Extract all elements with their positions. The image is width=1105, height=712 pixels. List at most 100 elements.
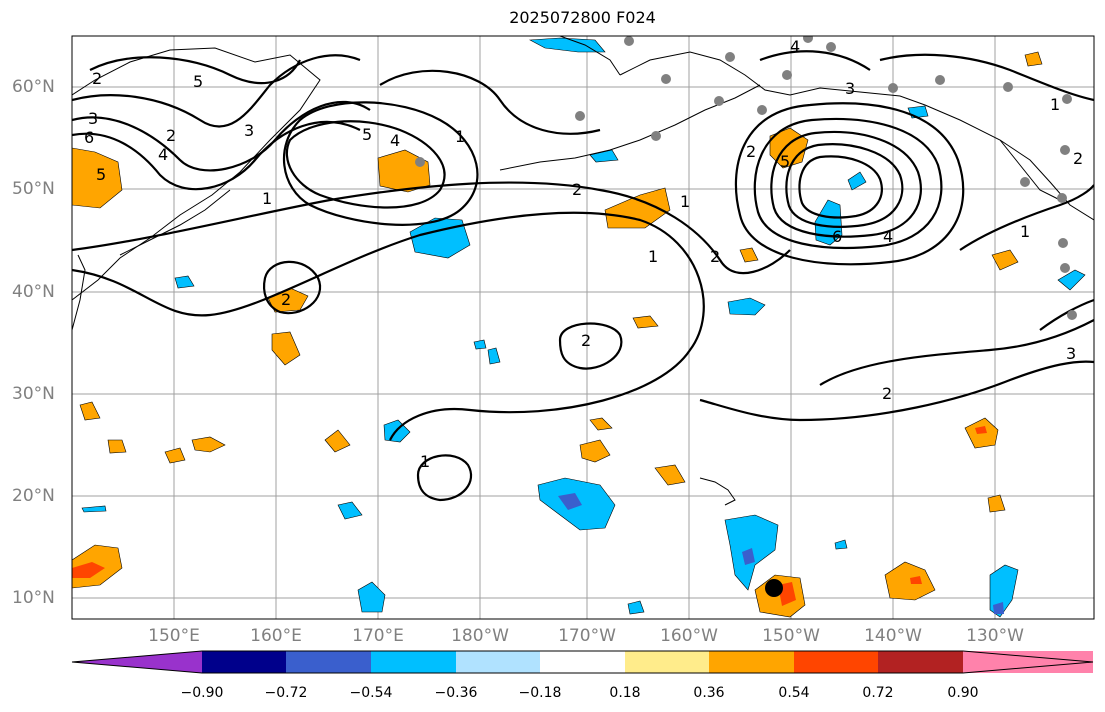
positive-anomaly-areas [72,51,1043,618]
shade-kamchatka [72,147,123,209]
negative-anomaly-areas [81,37,1086,618]
station-dot [803,36,813,43]
contour-1-low [416,454,473,502]
contour-gulf-1 [734,102,965,266]
contour-label-2-c: 2 [572,180,582,199]
lat-tick-60n: 60°N [12,77,55,97]
map-title: 2025072800 F024 [509,8,656,27]
contour-2-north [72,181,791,275]
lon-tick-150e: 150°E [148,626,200,646]
contour-label-4-d: 4 [790,37,800,56]
colorbar-label: 0.36 [693,685,725,701]
contour-top-2 [759,50,871,71]
map-frame [71,35,1095,620]
contour-gulf-2 [753,117,943,250]
contour-label-1-g: 1 [1020,222,1030,241]
shade-mid-north [604,187,671,229]
contour-gulf-5 [798,155,883,219]
coast-alaska-north [559,36,621,76]
contour-aleutian-low-2 [282,101,479,226]
contour-top-1 [879,53,1094,102]
lon-tick-150w: 150°W [762,626,820,646]
contour-label-3-a: 3 [88,109,98,128]
shade-blue-4 [727,297,766,316]
shade-small-4 [191,436,226,453]
colorbar-bin [456,651,540,673]
lon-tick-130w: 130°W [966,626,1024,646]
contour-label-1-e: 1 [420,452,430,471]
station-dot [826,42,836,52]
colorbar-extend-low [72,651,202,673]
station-dot [935,75,945,85]
colorbar-label: −0.90 [180,685,224,701]
colorbar-label: −0.72 [264,685,308,701]
colorbar-bin [202,651,286,673]
contour-2-east-b [699,360,1094,422]
contour-label-3-c: 3 [845,79,855,98]
center-marker [765,579,783,597]
lat-tick-40n: 40°N [12,282,55,302]
shade-blue-7 [1057,269,1086,291]
contour-40n-circle [263,260,322,315]
contour-gulf-4 [785,143,904,228]
colorbar-bin [625,651,709,673]
shade-small-8 [987,494,1006,513]
shade-blue-10 [473,339,487,350]
shade-indigo-3 [993,602,1004,614]
contour-label-4-b: 4 [390,131,400,150]
lat-tick-10n: 10°N [12,588,55,608]
colorbar-label: 0.72 [862,685,894,701]
shade-indigo-1 [558,493,582,510]
colorbar-bin [794,651,878,673]
station-markers [415,36,1077,320]
station-dot [651,131,661,141]
contour-2-low [558,322,623,370]
shade-blue-9 [627,600,645,615]
station-dot [415,157,425,167]
contour-label-2-b: 2 [166,126,176,145]
lon-tick-170e: 170°E [352,626,404,646]
station-dot [624,36,634,46]
colorbar-label: 0.90 [947,685,979,701]
colorbar-outline [71,650,1094,674]
colorbar-label: 0.18 [609,685,641,701]
contour-label-2-g: 2 [746,142,756,161]
shade-small-5 [164,447,186,464]
contour-west-3 [72,54,361,128]
contour-label-2-d: 2 [710,247,720,266]
lat-tick-20n: 20°N [12,486,55,506]
coastlines [72,36,1094,506]
contour-label-6-b: 6 [832,227,842,246]
contour-label-2-a: 2 [92,69,102,88]
contour-label-1-c: 1 [680,192,690,211]
station-dot [888,83,898,93]
contour-east-1 [959,184,1094,251]
shade-small-2 [654,464,686,486]
station-dot [661,74,671,84]
contour-west-4 [89,56,301,85]
shade-small-10 [632,315,659,329]
lat-tick-50n: 50°N [12,179,55,199]
lon-tick-140w: 140°W [864,626,922,646]
colorbar-label: 0.54 [778,685,810,701]
shade-indigo-2 [742,548,755,565]
lon-tick-180w: 180°W [451,626,509,646]
colorbar-bin [878,651,963,673]
shade-blue-5 [487,347,501,365]
shade-blue-3 [337,501,363,520]
shade-small-1 [579,439,611,463]
shade-red-west [72,562,105,578]
shade-gulf-blue [814,199,843,246]
strong-negative-areas [558,493,1004,614]
shade-blue-8 [81,505,107,513]
contour-2-east [819,319,1094,386]
shade-blue-1 [357,581,386,613]
coast-hawaii [699,477,736,506]
lon-tick-170w: 170°W [558,626,616,646]
station-dot [575,111,585,121]
shade-small-6 [79,401,101,421]
contour-label-2-h: 2 [1073,149,1083,168]
lon-tick-160w: 160°W [660,626,718,646]
contour-west-1 [72,100,371,172]
contour-label-2-i: 2 [882,384,892,403]
